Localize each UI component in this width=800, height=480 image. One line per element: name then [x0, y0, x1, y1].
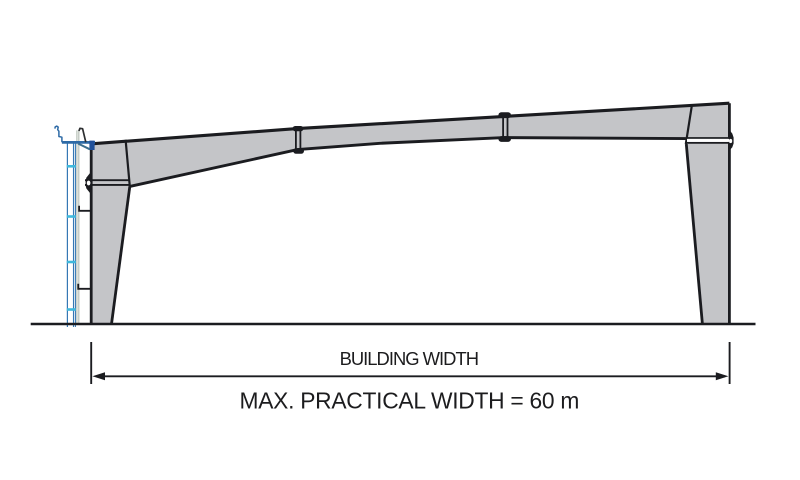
svg-text:BUILDING WIDTH: BUILDING WIDTH [340, 348, 478, 369]
svg-text:MAX. PRACTICAL WIDTH = 60 m: MAX. PRACTICAL WIDTH = 60 m [240, 387, 580, 413]
